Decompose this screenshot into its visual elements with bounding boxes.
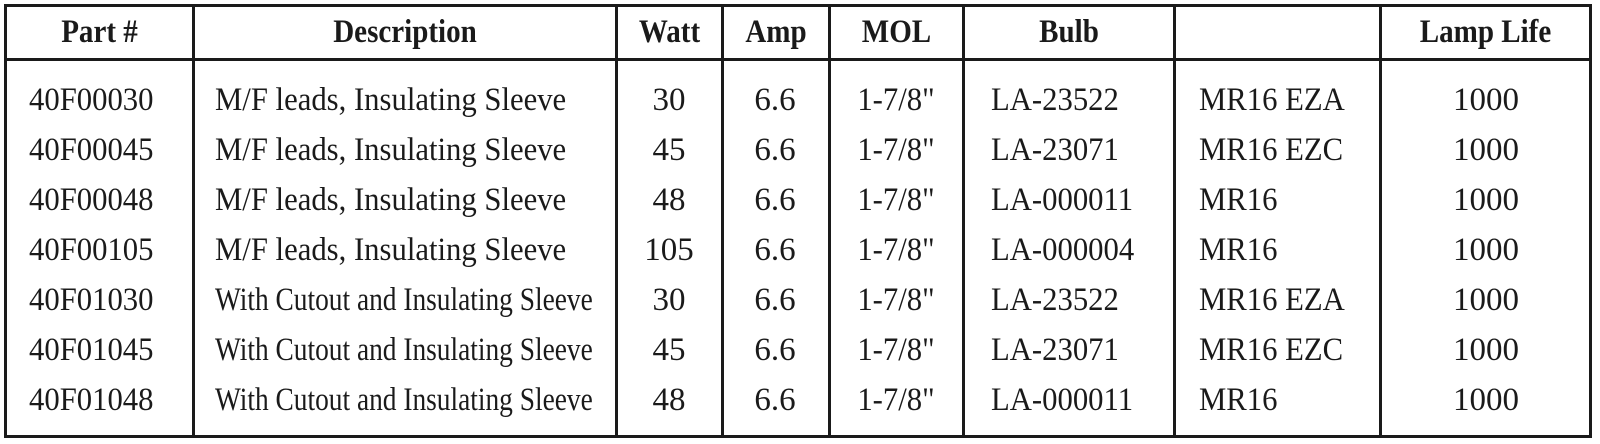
cell-part: 40F00030: [29, 82, 154, 118]
cell-type: MR16 EZC: [1199, 132, 1344, 168]
header-row: Part # Description Watt Amp MOL Bulb Lam…: [7, 7, 1589, 61]
table-row: 40F00048 M/F leads, Insulating Sleeve 48…: [7, 175, 1589, 225]
cell-lamp-life: 1000: [1453, 382, 1519, 418]
table-row: 40F01045 With Cutout and Insulating Slee…: [7, 325, 1589, 375]
cell-description: With Cutout and Insulating Sleeve: [215, 282, 593, 318]
table-row: 40F01048 With Cutout and Insulating Slee…: [7, 375, 1589, 425]
column-divider: [828, 7, 831, 435]
cell-watt: 30: [652, 82, 686, 118]
table-row: 40F00030 M/F leads, Insulating Sleeve 30…: [7, 75, 1589, 125]
cell-bulb: LA-23071: [991, 132, 1119, 168]
cell-watt: 48: [652, 382, 686, 418]
cell-part: 40F01048: [29, 382, 154, 418]
column-divider: [1173, 7, 1176, 435]
cell-mol: 1-7/8": [857, 282, 935, 318]
cell-watt: 30: [652, 282, 686, 318]
cell-part: 40F00048: [29, 182, 154, 218]
cell-lamp-life: 1000: [1453, 132, 1519, 168]
cell-description: With Cutout and Insulating Sleeve: [215, 382, 593, 418]
cell-lamp-life: 1000: [1453, 332, 1519, 368]
cell-mol: 1-7/8": [857, 382, 935, 418]
cell-part: 40F00105: [29, 232, 154, 268]
cell-bulb: LA-000004: [991, 232, 1135, 268]
cell-part: 40F01030: [29, 282, 154, 318]
cell-part: 40F00045: [29, 132, 154, 168]
header-type: [1188, 7, 1367, 58]
cell-mol: 1-7/8": [857, 132, 935, 168]
cell-part: 40F01045: [29, 332, 154, 368]
cell-bulb: LA-000011: [991, 382, 1134, 418]
cell-description: M/F leads, Insulating Sleeve: [215, 82, 567, 118]
cell-type: MR16 EZC: [1199, 332, 1344, 368]
cell-lamp-life: 1000: [1453, 182, 1519, 218]
header-part: Part #: [61, 14, 138, 50]
parts-table: Part # Description Watt Amp MOL Bulb Lam…: [4, 4, 1592, 438]
column-divider: [192, 7, 195, 435]
cell-description: M/F leads, Insulating Sleeve: [215, 132, 567, 168]
cell-lamp-life: 1000: [1453, 232, 1519, 268]
column-divider: [962, 7, 965, 435]
cell-bulb: LA-000011: [991, 182, 1134, 218]
column-divider: [615, 7, 618, 435]
cell-description: M/F leads, Insulating Sleeve: [215, 182, 567, 218]
cell-bulb: LA-23522: [991, 282, 1119, 318]
cell-amp: 6.6: [754, 82, 796, 118]
cell-mol: 1-7/8": [857, 82, 935, 118]
table-row: 40F01030 With Cutout and Insulating Slee…: [7, 275, 1589, 325]
header-watt: Watt: [638, 14, 701, 50]
cell-bulb: LA-23522: [991, 82, 1119, 118]
cell-amp: 6.6: [754, 182, 796, 218]
cell-lamp-life: 1000: [1453, 282, 1519, 318]
cell-type: MR16: [1199, 232, 1278, 268]
cell-lamp-life: 1000: [1453, 82, 1519, 118]
cell-amp: 6.6: [754, 332, 796, 368]
header-amp: Amp: [745, 14, 807, 50]
header-description: Description: [333, 14, 477, 50]
cell-mol: 1-7/8": [857, 182, 935, 218]
cell-type: MR16: [1199, 382, 1278, 418]
cell-watt: 48: [652, 182, 686, 218]
cell-mol: 1-7/8": [857, 232, 935, 268]
cell-amp: 6.6: [754, 232, 796, 268]
cell-description: With Cutout and Insulating Sleeve: [215, 332, 593, 368]
cell-watt: 105: [644, 232, 694, 268]
header-bulb: Bulb: [1039, 14, 1099, 50]
cell-amp: 6.6: [754, 132, 796, 168]
cell-amp: 6.6: [754, 282, 796, 318]
cell-type: MR16 EZA: [1199, 282, 1345, 318]
column-divider: [721, 7, 724, 435]
cell-type: MR16 EZA: [1199, 82, 1345, 118]
cell-amp: 6.6: [754, 382, 796, 418]
table-row: 40F00105 M/F leads, Insulating Sleeve 10…: [7, 225, 1589, 275]
cell-watt: 45: [652, 332, 686, 368]
cell-description: M/F leads, Insulating Sleeve: [215, 232, 567, 268]
cell-bulb: LA-23071: [991, 332, 1119, 368]
cell-mol: 1-7/8": [857, 332, 935, 368]
header-lamp-life: Lamp Life: [1419, 14, 1552, 50]
column-divider: [1379, 7, 1382, 435]
header-mol: MOL: [861, 14, 932, 50]
cell-type: MR16: [1199, 182, 1278, 218]
table-row: 40F00045 M/F leads, Insulating Sleeve 45…: [7, 125, 1589, 175]
cell-watt: 45: [652, 132, 686, 168]
